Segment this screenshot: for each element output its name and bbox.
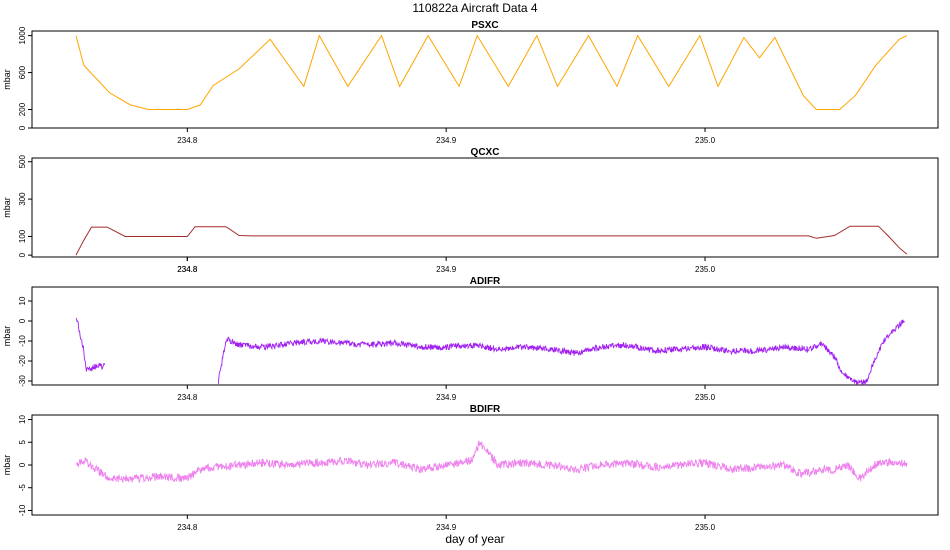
y-axis-label: mbar <box>2 197 12 218</box>
plot-frame <box>31 30 939 129</box>
series-line <box>75 440 908 484</box>
x-tick-label: 234.8 <box>177 523 198 532</box>
x-tick-label: 234.8 <box>177 393 198 402</box>
panel-psxc: PSXC mbar 0 200 600 1000 234.8 234.9 235.0 <box>2 20 939 145</box>
panel-title: QCXC <box>471 147 500 158</box>
y-tick-label: -20 <box>18 355 27 367</box>
y-tick-label: -10 <box>18 335 27 347</box>
x-tick-label: 234.9 <box>436 393 457 402</box>
panel-adifr: ADIFR mbar -30 -20 -10 0 10 234.8 234.9 235.0 <box>2 276 939 402</box>
y-tick-label: 1000 <box>18 26 27 44</box>
series-line <box>217 319 905 386</box>
x-tick-label: 234.8 <box>177 136 198 145</box>
panel-bdifr: BDIFR mbar -10 -5 0 5 10 234.8 234.9 235.0 <box>2 404 939 532</box>
y-axis-label: mbar <box>2 326 12 347</box>
y-tick-label: 10 <box>18 415 27 424</box>
series-line <box>75 317 105 373</box>
y-axis-label: mbar <box>2 455 12 476</box>
y-tick-label: -5 <box>18 484 27 492</box>
y-tick-label: 10 <box>18 296 27 305</box>
x-tick-label: 234.9 <box>436 523 457 532</box>
y-tick-label: 0 <box>18 462 27 467</box>
x-axis-label: day of year <box>445 532 504 546</box>
figure-title: 110822a Aircraft Data 4 <box>412 1 538 15</box>
x-tick-label: 234.9 <box>436 136 457 145</box>
series-line <box>75 225 908 256</box>
plot-frame <box>31 157 939 258</box>
x-tick-label: 235.0 <box>695 393 716 402</box>
y-tick-label: 500 <box>18 155 27 169</box>
y-tick-label: -30 <box>18 375 27 387</box>
x-tick-label: 235.0 <box>695 523 716 532</box>
y-tick-label: 200 <box>18 102 27 116</box>
series-line <box>75 34 908 110</box>
y-tick-label: 5 <box>18 439 27 444</box>
panel-title: BDIFR <box>470 404 501 415</box>
plot-frame <box>31 286 939 386</box>
x-tick-label: 234.8 <box>177 265 198 274</box>
x-tick-label: 235.0 <box>695 136 716 145</box>
panel-title: PSXC <box>471 20 498 31</box>
y-tick-label: 600 <box>18 65 27 79</box>
y-tick-label: 100 <box>18 229 27 243</box>
x-tick-label: 234.9 <box>436 265 457 274</box>
panel-title: ADIFR <box>470 276 501 287</box>
y-tick-label: 0 <box>18 318 27 323</box>
y-tick-label: 0 <box>18 125 27 130</box>
plot-frame <box>31 414 939 516</box>
x-tick-label: 235.0 <box>695 265 716 274</box>
y-tick-label: 300 <box>18 192 27 206</box>
y-tick-label: 0 <box>18 252 27 257</box>
y-axis-label: mbar <box>2 69 12 90</box>
x-tick-label: 234.8 <box>177 265 198 274</box>
y-tick-label: -10 <box>18 504 27 516</box>
